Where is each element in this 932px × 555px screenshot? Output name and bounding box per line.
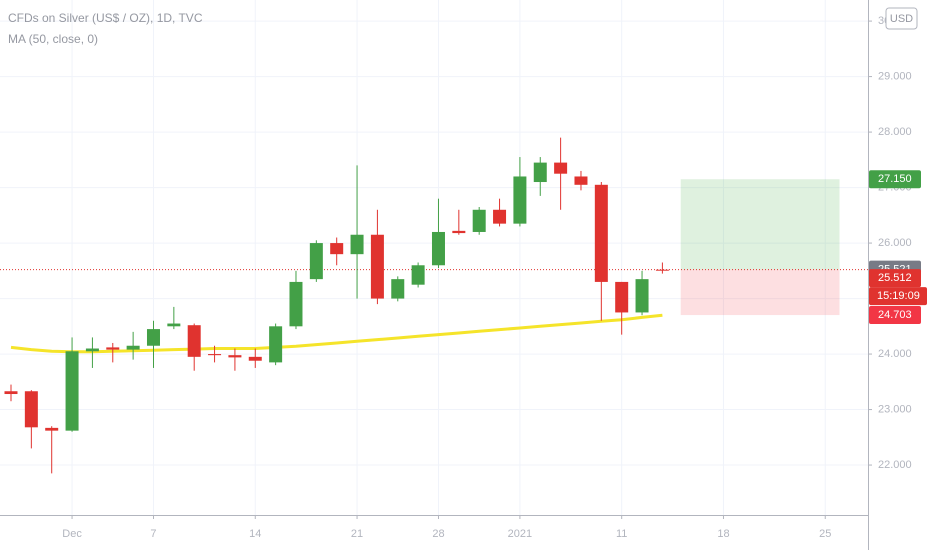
y-tick-label: 24.000 bbox=[878, 348, 912, 360]
price-label: 24.703 bbox=[878, 309, 912, 321]
candle-body bbox=[452, 230, 466, 234]
candle-body bbox=[126, 345, 140, 350]
candle-body bbox=[330, 243, 344, 255]
candle-body bbox=[431, 231, 445, 266]
candle-body bbox=[350, 234, 364, 255]
candle-body bbox=[370, 234, 384, 299]
y-tick-label: 28.000 bbox=[878, 126, 912, 138]
y-tick-label: 29.000 bbox=[878, 70, 912, 82]
candle-body bbox=[309, 243, 323, 280]
x-tick-label: 25 bbox=[819, 528, 831, 540]
candle-body bbox=[248, 356, 262, 361]
x-tick-label: 18 bbox=[717, 528, 729, 540]
candle-body bbox=[594, 184, 608, 282]
x-tick-label: 11 bbox=[616, 528, 627, 540]
candle-body bbox=[24, 391, 38, 428]
candle-body bbox=[554, 162, 568, 174]
candle-body bbox=[655, 269, 669, 271]
candle-body bbox=[269, 326, 283, 363]
countdown: 15:19:09 bbox=[877, 290, 920, 302]
ma-line bbox=[10, 313, 663, 354]
price-label-bg bbox=[869, 269, 921, 288]
price-label: 27.150 bbox=[878, 173, 912, 185]
y-tick-label: 23.000 bbox=[878, 403, 912, 415]
candle-body bbox=[513, 176, 527, 224]
candle-body bbox=[472, 209, 486, 232]
currency-label: USD bbox=[890, 13, 913, 25]
candle-body bbox=[391, 279, 405, 299]
price-label: 25.512 bbox=[878, 272, 912, 284]
ma-legend: MA (50, close, 0) bbox=[8, 32, 98, 46]
x-tick-label: 28 bbox=[432, 528, 444, 540]
chart-title: CFDs on Silver (US$ / OZ), 1D, TVC bbox=[8, 11, 203, 25]
candle-body bbox=[85, 348, 99, 352]
profit-zone bbox=[680, 179, 840, 270]
candle-body bbox=[65, 351, 79, 431]
candle-body bbox=[146, 329, 160, 346]
candle-body bbox=[187, 325, 201, 357]
x-tick-label: 2021 bbox=[508, 528, 532, 540]
x-tick-label: 21 bbox=[351, 528, 363, 540]
candle-body bbox=[45, 427, 59, 431]
candle-body bbox=[289, 281, 303, 327]
x-tick-label: Dec bbox=[62, 528, 82, 540]
loss-zone bbox=[680, 269, 840, 316]
candle-body bbox=[228, 355, 242, 358]
y-tick-label: 26.000 bbox=[878, 237, 912, 249]
price-label-bg bbox=[869, 306, 921, 325]
candle-body bbox=[533, 162, 547, 183]
plot-area bbox=[0, 0, 868, 515]
y-tick-label: 22.000 bbox=[878, 459, 912, 471]
candle-body bbox=[635, 279, 649, 313]
candle-body bbox=[615, 281, 629, 313]
candle-body bbox=[208, 354, 222, 356]
candle-body bbox=[493, 209, 507, 224]
x-tick-label: 14 bbox=[249, 528, 261, 540]
candle-body bbox=[574, 176, 588, 185]
candle-body bbox=[411, 265, 425, 285]
candle-body bbox=[106, 347, 120, 350]
axes: 22.00023.00024.00025.00026.00027.00028.0… bbox=[62, 7, 927, 540]
candle-body bbox=[167, 323, 181, 327]
x-tick-label: 7 bbox=[150, 528, 156, 540]
countdown-bg bbox=[869, 287, 927, 306]
currency-box bbox=[885, 7, 918, 30]
price-label-bg bbox=[869, 170, 921, 189]
candle-body bbox=[4, 391, 18, 395]
